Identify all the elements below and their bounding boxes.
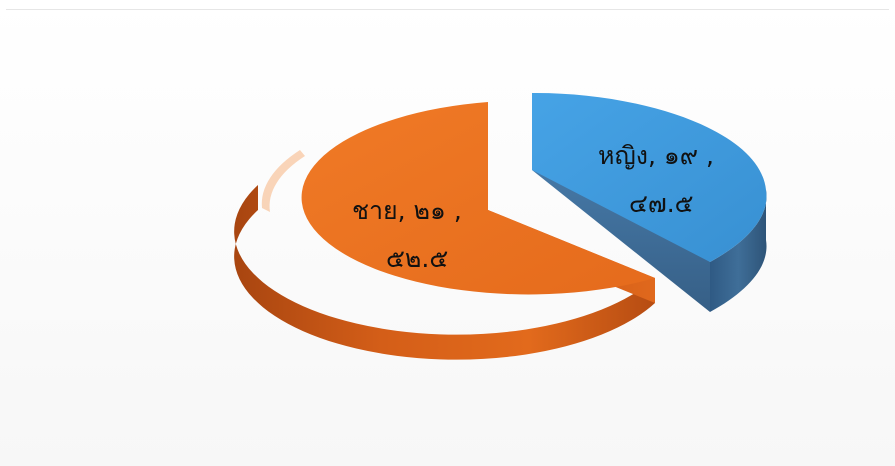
slice-female xyxy=(532,92,767,312)
slice-male xyxy=(234,102,655,360)
slice-female-side xyxy=(710,190,767,312)
label-male-line2: ๕๒.๕ xyxy=(386,244,448,273)
label-female-line1: หญิง, ๑๙ , xyxy=(598,141,714,170)
slice-male-top xyxy=(301,102,655,295)
slice-female-top xyxy=(532,92,767,262)
label-male-line1: ชาย, ๒๑ , xyxy=(352,196,462,225)
top-border-line xyxy=(6,9,889,10)
label-female-line2: ๔๗.๕ xyxy=(629,189,694,218)
slice-male-highlight xyxy=(261,150,305,212)
